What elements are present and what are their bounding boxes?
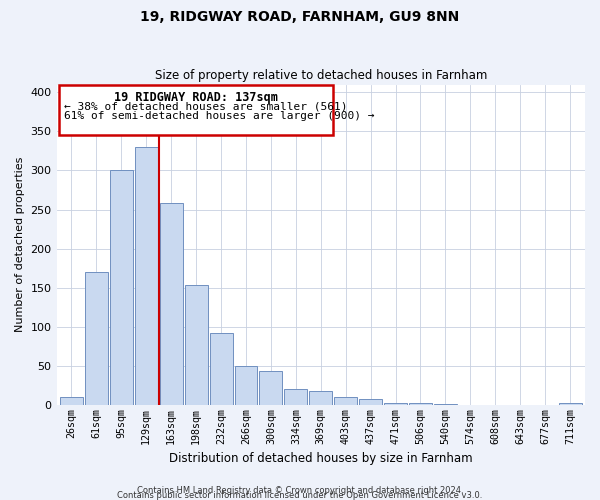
Bar bbox=[185, 286, 208, 405]
FancyBboxPatch shape bbox=[59, 84, 333, 136]
Title: Size of property relative to detached houses in Farnham: Size of property relative to detached ho… bbox=[155, 69, 487, 82]
Bar bbox=[85, 272, 108, 405]
Bar bbox=[409, 404, 432, 405]
Text: 19 RIDGWAY ROAD: 137sqm: 19 RIDGWAY ROAD: 137sqm bbox=[114, 91, 278, 104]
Text: 19, RIDGWAY ROAD, FARNHAM, GU9 8NN: 19, RIDGWAY ROAD, FARNHAM, GU9 8NN bbox=[140, 10, 460, 24]
Bar bbox=[135, 147, 158, 405]
Bar bbox=[110, 170, 133, 405]
Bar bbox=[434, 404, 457, 405]
Text: 61% of semi-detached houses are larger (900) →: 61% of semi-detached houses are larger (… bbox=[64, 111, 374, 121]
Bar bbox=[160, 202, 182, 405]
Text: Contains public sector information licensed under the Open Government Licence v3: Contains public sector information licen… bbox=[118, 491, 482, 500]
Bar bbox=[384, 402, 407, 405]
Bar bbox=[209, 333, 233, 405]
Text: ← 38% of detached houses are smaller (561): ← 38% of detached houses are smaller (56… bbox=[64, 102, 347, 112]
Bar bbox=[559, 402, 581, 405]
Bar bbox=[60, 397, 83, 405]
Bar bbox=[235, 366, 257, 405]
Bar bbox=[334, 397, 357, 405]
Y-axis label: Number of detached properties: Number of detached properties bbox=[15, 157, 25, 332]
Bar bbox=[310, 391, 332, 405]
Bar bbox=[284, 390, 307, 405]
Bar bbox=[359, 398, 382, 405]
Text: Contains HM Land Registry data © Crown copyright and database right 2024.: Contains HM Land Registry data © Crown c… bbox=[137, 486, 463, 495]
Bar bbox=[259, 372, 283, 405]
X-axis label: Distribution of detached houses by size in Farnham: Distribution of detached houses by size … bbox=[169, 452, 473, 465]
